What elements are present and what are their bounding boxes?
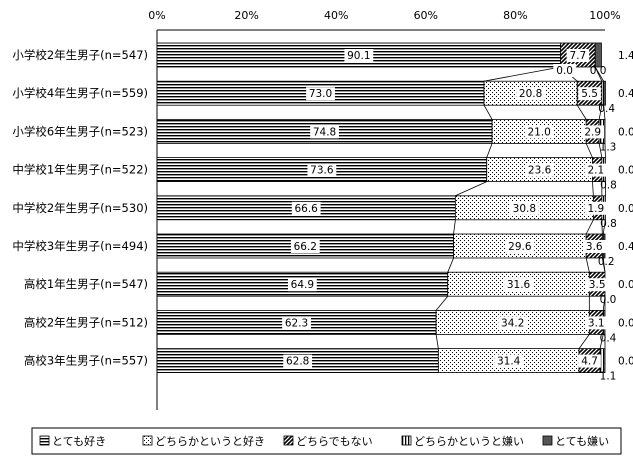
x-tick-label: 100%	[589, 9, 620, 22]
value-label: 66.2	[294, 241, 317, 253]
legend-swatch	[543, 436, 552, 445]
legend-swatch	[143, 436, 152, 445]
value-label: 0.0	[618, 165, 633, 177]
legend-swatch	[40, 436, 49, 445]
value-label: 3.1	[588, 317, 605, 329]
value-label: 90.1	[347, 50, 370, 62]
value-label: 1.9	[588, 203, 605, 215]
value-label: 0.4	[618, 241, 633, 253]
value-label: 31.4	[497, 356, 521, 368]
connector-line	[484, 67, 561, 81]
connector-line	[436, 334, 438, 348]
value-label: 0.0	[618, 317, 633, 329]
value-label: 0.8	[600, 218, 617, 230]
value-label: 1.3	[600, 141, 617, 153]
connector-line	[448, 258, 454, 272]
value-label: 73.0	[309, 88, 332, 100]
legend-label: とても好き	[52, 434, 106, 448]
connector-line	[436, 296, 448, 310]
category-label: 中学校1年生男子(n=522)	[12, 163, 148, 177]
value-label: 3.5	[589, 279, 606, 291]
value-label: 73.6	[310, 165, 334, 177]
value-label: 29.6	[508, 241, 532, 253]
legend-label: どちらかというと嫌い	[414, 434, 524, 448]
value-label: 23.6	[528, 165, 552, 177]
value-label: 0.0	[618, 279, 633, 291]
value-label: 66.6	[294, 203, 318, 215]
connector-line	[455, 182, 486, 196]
x-tick-label: 20%	[234, 9, 258, 22]
category-label: 小学校2年生男子(n=547)	[12, 48, 148, 62]
legend-label: どちらでもない	[296, 435, 373, 448]
x-tick-label: 60%	[414, 9, 438, 22]
connector-line	[577, 105, 586, 119]
bar-segment	[595, 43, 601, 67]
value-label: 0.4	[618, 88, 633, 100]
value-label: 0.0	[590, 65, 607, 77]
connector-line	[592, 182, 593, 196]
value-label: 4.7	[581, 356, 598, 368]
value-label: 0.4	[600, 332, 617, 344]
value-label: 74.8	[313, 126, 336, 138]
category-label: 中学校2年生男子(n=530)	[12, 201, 148, 215]
value-label: 64.9	[291, 279, 314, 291]
value-label: 62.3	[285, 317, 308, 329]
category-label: 小学校4年生男子(n=559)	[12, 86, 148, 100]
connector-line	[487, 143, 492, 157]
value-label: 20.8	[519, 88, 542, 100]
category-label: 高校2年生男子(n=512)	[24, 315, 148, 329]
x-tick-label: 0%	[148, 9, 165, 22]
value-label: 34.2	[501, 317, 524, 329]
connector-line	[586, 143, 592, 157]
connector-line	[454, 220, 456, 234]
x-tick-label: 80%	[503, 9, 527, 22]
value-label: 31.6	[507, 279, 531, 291]
value-label: 3.6	[586, 241, 603, 253]
value-label: 21.0	[527, 126, 550, 138]
connector-line	[586, 220, 593, 234]
value-label: 0.0	[618, 203, 633, 215]
category-label: 高校1年生男子(n=547)	[24, 277, 148, 291]
value-label: 62.8	[286, 356, 309, 368]
legend-label: どちらかというと好き	[155, 434, 265, 448]
category-label: 高校3年生男子(n=557)	[24, 354, 148, 368]
value-label: 5.5	[581, 88, 598, 100]
value-label: 0.4	[598, 103, 615, 115]
connector-line	[484, 105, 492, 119]
value-label: 0.8	[600, 180, 617, 192]
x-tick-label: 40%	[324, 9, 348, 22]
value-label: 30.8	[513, 203, 536, 215]
value-label: 7.7	[570, 50, 587, 62]
legend-label: とても嫌い	[555, 434, 609, 448]
bar-segment	[604, 81, 606, 105]
value-label: 0.0	[618, 356, 633, 368]
connector-line	[586, 258, 589, 272]
value-label: 1.1	[600, 371, 617, 383]
category-label: 中学校3年生男子(n=494)	[12, 239, 148, 253]
value-label: 2.9	[584, 126, 601, 138]
value-label: 2.1	[588, 165, 605, 177]
legend-swatch	[402, 436, 411, 445]
value-label: 0.2	[598, 256, 615, 268]
value-label: 1.4	[618, 50, 633, 62]
connector-line	[579, 334, 589, 348]
value-label: 0.0	[618, 126, 633, 138]
value-label: 0.0	[600, 294, 617, 306]
category-label: 小学校6年生男子(n=523)	[12, 124, 148, 138]
legend: とても好き どちらかというと好き どちらでもない どちらかというと嫌い とても嫌い	[32, 428, 621, 454]
value-label: 0.0	[556, 65, 573, 77]
legend-swatch	[284, 436, 293, 445]
